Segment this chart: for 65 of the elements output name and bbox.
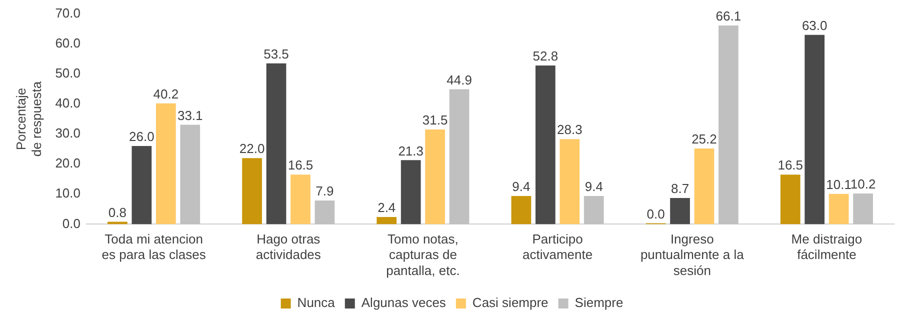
bar: [694, 148, 714, 224]
bar: [780, 174, 800, 224]
x-tick-label: Ingreso puntualmente a la sesión: [640, 232, 745, 278]
data-label: 0.8: [108, 204, 126, 220]
data-label: 52.8: [532, 48, 558, 64]
bar: [376, 216, 397, 224]
data-label: 22.0: [239, 141, 265, 156]
data-label: 10.1: [826, 176, 852, 192]
bar: [670, 198, 690, 224]
data-label: 16.5: [288, 158, 314, 173]
legend-label: Casi siempre: [472, 295, 548, 310]
bar: [584, 196, 604, 224]
data-label: 31.5: [422, 112, 448, 128]
y-tick-label: 40.0: [55, 96, 80, 111]
x-tick-label: Tomo notas, capturas de pantalla, etc.: [386, 232, 460, 278]
data-label: 28.3: [557, 122, 582, 138]
y-tick-label: 10.0: [55, 186, 80, 201]
bar: [400, 160, 421, 224]
bar: [266, 63, 286, 224]
x-tick-label: Participo activamente: [522, 232, 593, 262]
bar: [314, 200, 335, 224]
y-axis-title: Porcentaje de respuesta: [13, 80, 44, 157]
bar: [290, 174, 310, 224]
data-label: 33.1: [177, 108, 203, 123]
bar: [180, 124, 200, 224]
bar: [853, 194, 873, 224]
data-label: 44.9: [446, 72, 472, 88]
y-tick-label: 30.0: [55, 126, 80, 141]
legend-label: Algunas veces: [361, 295, 446, 310]
bar: [804, 34, 825, 224]
data-label: 16.5: [778, 158, 804, 173]
data-label: 21.3: [398, 143, 424, 158]
y-tick-label: 50.0: [55, 65, 80, 80]
data-label: 66.1: [716, 8, 742, 24]
x-tick-label: Hago otras actividades: [256, 232, 322, 262]
bar: [511, 196, 532, 224]
legend-label: Nunca: [297, 295, 336, 310]
bar: [828, 194, 849, 224]
y-tick-label: 0.0: [62, 216, 80, 231]
x-tick-label: Me distraigo fácilmente: [791, 232, 862, 262]
bar: [132, 146, 152, 224]
x-tick-label: Toda mi atencion es para las clases: [102, 232, 206, 262]
data-label: 63.0: [802, 18, 828, 33]
y-tick-label: 60.0: [55, 35, 80, 50]
bar: [449, 89, 470, 224]
y-tick-label: 20.0: [55, 156, 80, 171]
bar: [242, 158, 262, 224]
legend-label: Siempre: [574, 295, 624, 310]
data-label: 7.9: [316, 184, 334, 199]
data-label: 9.4: [584, 179, 603, 194]
data-label: 53.5: [264, 46, 289, 62]
bar: [718, 26, 738, 224]
data-label: 8.7: [670, 181, 690, 196]
data-label: 40.2: [153, 86, 179, 102]
data-label: 26.0: [129, 129, 154, 144]
y-tick-label: 70.0: [55, 5, 80, 20]
data-label: 25.2: [692, 132, 717, 147]
bar: [560, 139, 580, 224]
data-label: 2.4: [378, 200, 396, 216]
bar: [156, 103, 176, 224]
data-label: 0.0: [646, 206, 665, 222]
data-label: 9.4: [512, 179, 530, 194]
data-label: 10.2: [850, 176, 876, 192]
bar: [425, 130, 446, 224]
bar: [535, 66, 556, 224]
